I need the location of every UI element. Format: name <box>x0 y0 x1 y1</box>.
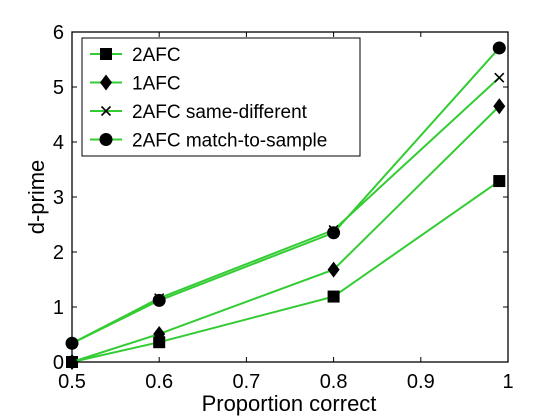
y-tick-label: 3 <box>53 187 64 209</box>
data-point-circle <box>327 226 341 240</box>
legend-box <box>81 37 361 157</box>
y-axis-title: d-prime <box>24 160 49 235</box>
y-tick-label: 2 <box>53 242 64 264</box>
axes-layer: 0.5 0.6 0.7 0.8 0.9 1 0 1 2 3 4 5 6 <box>53 22 514 393</box>
legend-label: 2AFC <box>132 45 181 66</box>
legend: 2AFC 1AFC 2AFC same-different 2AFC match-to… <box>81 37 361 157</box>
data-point-circle <box>152 293 166 307</box>
x-tick-label: 0.7 <box>232 371 260 393</box>
y-tick-label: 0 <box>53 352 64 374</box>
x-tick-label: 0.8 <box>320 371 348 393</box>
legend-marker-square <box>100 48 112 60</box>
data-point-square <box>153 336 166 349</box>
legend-label: 2AFC match-to-sample <box>132 131 327 152</box>
x-tick-label: 0.5 <box>58 371 86 393</box>
series-line <box>71 105 500 363</box>
x-tick-label: 1 <box>502 371 513 393</box>
series-diamond <box>66 98 506 370</box>
y-tick-label: 5 <box>53 77 64 99</box>
legend-marker-diamond <box>100 74 112 91</box>
series-circle <box>65 41 506 350</box>
x-tick-label: 0.6 <box>145 371 173 393</box>
legend-marker-x <box>100 105 112 117</box>
data-point-diamond <box>153 325 166 342</box>
legend-label: 1AFC <box>132 74 181 95</box>
series-line <box>71 180 500 363</box>
legend-label: 2AFC same-different <box>132 102 308 123</box>
data-point-square <box>327 290 340 303</box>
legend-entry: 1AFC <box>90 74 181 95</box>
legend-entry: 2AFC same-different <box>90 102 308 123</box>
series-line <box>71 47 501 345</box>
y-tick-label: 1 <box>53 297 64 319</box>
data-point-square <box>493 175 506 188</box>
legend-entry: 2AFC match-to-sample <box>90 131 327 152</box>
data-point-x <box>494 72 505 83</box>
y-tick-label: 4 <box>53 132 64 154</box>
y-tick-label: 6 <box>53 22 64 44</box>
x-axis-title: Proportion correct <box>202 391 377 416</box>
series-layer <box>65 41 506 370</box>
data-point-circle <box>492 41 506 55</box>
legend-entry: 2AFC <box>90 45 181 66</box>
x-tick-label: 0.9 <box>407 371 435 393</box>
data-point-diamond <box>493 98 506 115</box>
data-point-diamond <box>327 261 340 278</box>
legend-marker-circle <box>99 133 113 146</box>
